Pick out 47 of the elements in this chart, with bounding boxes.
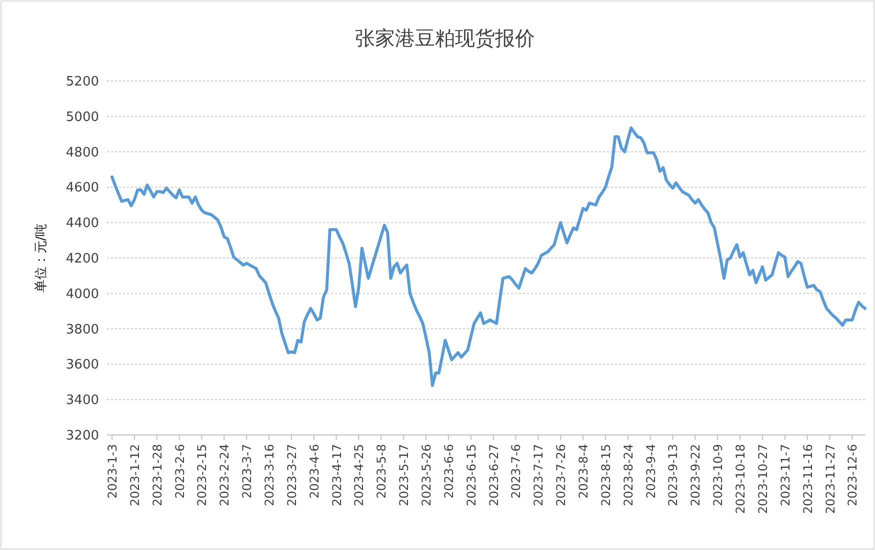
x-tick-label: 2023-7-6 (509, 444, 524, 498)
x-tick-label: 2023-8-4 (576, 444, 591, 498)
x-tick-label: 2023-6-15 (464, 444, 478, 506)
x-tick-label: 2023-1-3 (106, 444, 120, 498)
y-tick-label: 3200 (66, 428, 99, 444)
x-tick-label: 2023-8-24 (621, 444, 636, 506)
y-tick-label: 4200 (66, 252, 99, 266)
y-axis-title: 单位：元/吨 (34, 223, 49, 293)
x-tick-label: 2023-5-17 (397, 444, 412, 506)
x-tick-label: 2023-11-7 (778, 444, 792, 506)
y-tick-label: 4000 (66, 286, 99, 302)
x-tick-label: 2023-10-27 (756, 444, 770, 514)
chart-title: 张家港豆粕现货报价 (355, 26, 535, 50)
x-tick-label: 2023-5-8 (374, 444, 389, 498)
y-tick-label: 5000 (66, 110, 99, 125)
x-tick-label: 2023-3-16 (262, 444, 277, 506)
x-tick-label: 2023-10-9 (711, 444, 726, 506)
y-tick-label: 3800 (66, 322, 99, 338)
x-tick-label: 2023-4-17 (330, 444, 344, 506)
x-tick-label: 2023-2-15 (195, 444, 210, 506)
y-tick-label: 5200 (66, 74, 99, 90)
x-tick-label: 2023-7-17 (532, 444, 546, 506)
y-tick-label: 3600 (66, 358, 99, 373)
x-tick-label: 2023-9-13 (666, 444, 680, 506)
y-tick-label: 4800 (66, 145, 99, 160)
x-tick-label: 2023-7-26 (554, 444, 568, 506)
x-tick-label: 2023-11-16 (800, 444, 815, 514)
x-tick-label: 2023-2-24 (218, 444, 232, 506)
x-tick-label: 2023-12-6 (846, 444, 860, 506)
x-tick-label: 2023-3-27 (284, 444, 299, 506)
x-tick-label: 2023-9-22 (688, 444, 703, 506)
x-tick-label: 2023-6-6 (442, 444, 456, 498)
x-tick-label: 2023-11-27 (823, 444, 838, 514)
x-tick-label: 2023-10-18 (734, 444, 748, 514)
x-tick-label: 2023-2-6 (172, 444, 187, 498)
x-tick-label: 2023-4-25 (352, 444, 366, 506)
x-tick-label: 2023-9-4 (644, 444, 658, 498)
x-tick-label: 2023-1-28 (150, 444, 164, 506)
y-tick-label: 4600 (66, 180, 99, 196)
x-tick-label: 2023-8-15 (598, 444, 613, 506)
x-tick-label: 2023-4-6 (307, 444, 322, 498)
y-tick-label: 4400 (66, 216, 99, 232)
x-tick-label: 2023-1-12 (128, 444, 142, 506)
x-tick-label: 2023-5-26 (420, 444, 434, 506)
x-tick-label: 2023-3-7 (240, 444, 254, 498)
x-tick-label: 2023-6-27 (486, 444, 501, 506)
y-tick-label: 3400 (66, 393, 99, 408)
